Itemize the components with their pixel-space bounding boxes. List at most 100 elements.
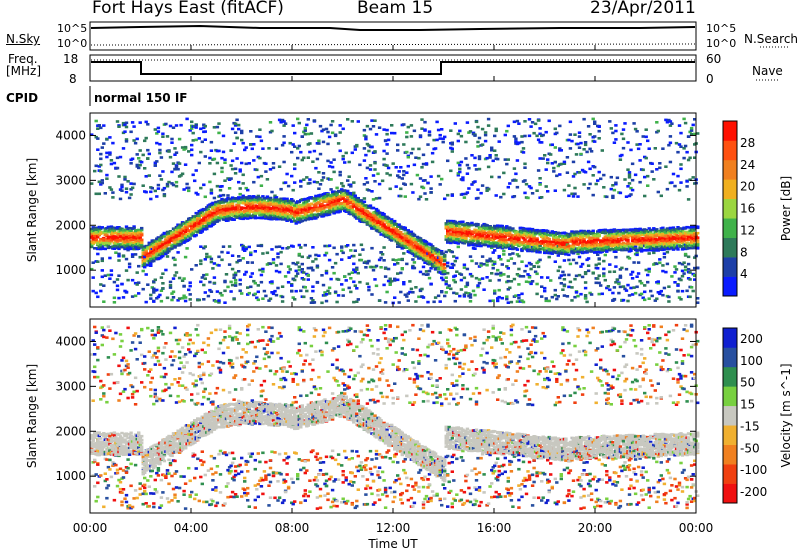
heatmap-cell xyxy=(212,172,217,176)
heatmap-cell xyxy=(135,153,139,156)
heatmap-cell xyxy=(309,211,314,214)
heatmap-cell xyxy=(220,156,224,160)
heatmap-cell xyxy=(333,261,338,265)
heatmap-cell xyxy=(218,213,223,216)
heatmap-cell xyxy=(165,135,170,138)
heatmap-cell xyxy=(170,247,174,250)
heatmap-cell xyxy=(180,296,185,300)
heatmap-cell xyxy=(324,299,329,303)
heatmap-cell xyxy=(465,283,470,287)
heatmap-cell xyxy=(315,266,320,269)
heatmap-cell xyxy=(271,261,276,265)
heatmap-cell xyxy=(312,180,317,184)
heatmap-cell xyxy=(171,290,176,294)
heatmap-cell xyxy=(129,188,133,191)
heatmap-cell xyxy=(296,213,300,217)
heatmap-cell xyxy=(202,246,206,250)
heatmap-cell xyxy=(443,257,447,261)
heatmap-cell xyxy=(183,299,188,303)
heatmap-cell xyxy=(312,301,317,304)
heatmap-cell xyxy=(108,153,112,156)
heatmap-cell xyxy=(521,247,526,250)
heatmap-cell xyxy=(370,119,374,122)
heatmap-cell xyxy=(346,179,350,182)
heatmap-cell xyxy=(488,156,492,159)
heatmap-cell xyxy=(436,253,441,256)
heatmap-cell xyxy=(364,135,368,138)
heatmap-cell xyxy=(182,285,186,288)
heatmap-cell xyxy=(405,246,409,249)
heatmap-cell xyxy=(190,148,194,152)
heatmap-cell xyxy=(415,173,420,177)
heatmap-cell xyxy=(430,245,435,248)
heatmap-cell xyxy=(400,244,404,248)
heatmap-cell xyxy=(265,178,270,181)
heatmap-cell xyxy=(294,262,298,266)
heatmap-cell xyxy=(149,293,153,297)
heatmap-cell xyxy=(117,274,121,277)
heatmap-cell xyxy=(479,262,483,265)
heatmap-cell xyxy=(503,158,507,161)
heatmap-cell xyxy=(109,239,114,243)
heatmap-cell xyxy=(312,149,317,153)
heatmap-cell xyxy=(515,119,520,123)
heatmap-cell xyxy=(297,265,301,269)
heatmap-cell xyxy=(429,282,433,286)
heatmap-cell xyxy=(237,123,241,127)
heatmap-cell xyxy=(405,131,409,134)
heatmap-cell xyxy=(221,245,226,248)
heatmap-cell xyxy=(385,290,389,294)
heatmap-cell xyxy=(311,299,315,302)
heatmap-cell xyxy=(314,217,318,220)
noise-right-bottom-tick: 10^0 xyxy=(706,37,737,50)
heatmap-cell xyxy=(365,166,370,170)
heatmap-cell xyxy=(393,279,397,282)
heatmap-cell xyxy=(453,226,457,229)
heatmap-cell xyxy=(203,138,207,141)
heatmap-cell xyxy=(423,254,427,257)
heatmap-cell xyxy=(399,187,403,191)
heatmap-cell xyxy=(203,208,207,211)
heatmap-cell xyxy=(365,181,370,184)
heatmap-cell xyxy=(126,180,130,183)
heatmap-cell xyxy=(212,262,217,265)
heatmap-cell xyxy=(333,207,338,210)
heatmap-cell xyxy=(197,137,201,140)
heatmap-cell xyxy=(341,294,345,297)
heatmap-cell xyxy=(511,252,515,255)
heatmap-cell xyxy=(435,138,439,142)
heatmap-cell xyxy=(202,298,206,301)
heatmap-cell xyxy=(446,193,450,197)
heatmap-cell xyxy=(483,231,488,235)
heatmap-cell xyxy=(117,259,121,262)
heatmap-cell xyxy=(449,287,453,291)
heatmap-cell xyxy=(458,222,462,225)
heatmap-cell xyxy=(96,137,100,140)
heatmap-cell xyxy=(233,273,238,277)
heatmap-cell xyxy=(458,225,462,228)
noise-sky-label: N.Sky xyxy=(6,32,41,46)
heatmap-cell xyxy=(379,266,383,269)
heatmap-cell xyxy=(203,155,207,158)
heatmap-cell xyxy=(258,268,262,272)
heatmap-cell xyxy=(294,274,298,278)
heatmap-cell xyxy=(306,132,310,136)
heatmap-cell xyxy=(146,263,150,267)
heatmap-cell xyxy=(259,184,264,187)
heatmap-cell xyxy=(130,255,135,258)
heatmap-cell xyxy=(493,289,497,293)
heatmap-cell xyxy=(274,245,279,249)
heatmap-cell xyxy=(505,162,509,166)
heatmap-cell xyxy=(493,149,497,152)
heatmap-cell xyxy=(511,245,515,248)
heatmap-cell xyxy=(438,137,442,140)
heatmap-cell xyxy=(458,129,462,133)
heatmap-cell xyxy=(361,208,365,211)
heatmap-cell xyxy=(194,215,198,218)
heatmap-cell xyxy=(208,162,212,165)
heatmap-cell xyxy=(452,231,456,234)
heatmap-cell xyxy=(199,186,203,190)
heatmap-cell xyxy=(258,156,262,160)
heatmap-cell xyxy=(202,126,206,130)
